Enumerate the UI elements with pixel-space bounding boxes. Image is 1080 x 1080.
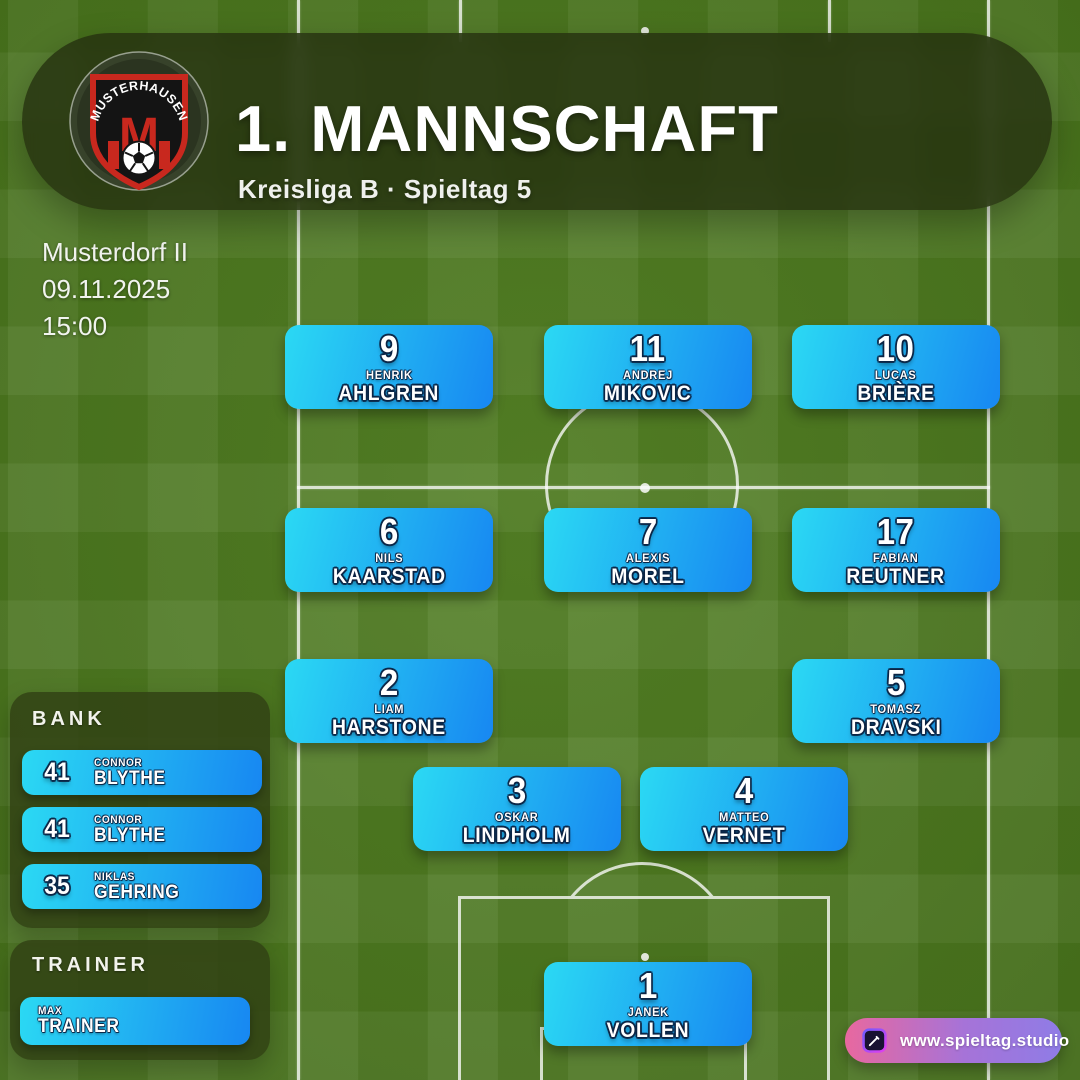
player-first-name: CONNOR (94, 813, 143, 826)
trainer-panel: TRAINER MAX TRAINER (10, 940, 270, 1060)
player-number: 5 (886, 661, 906, 703)
pen-icon (862, 1028, 887, 1053)
player-number: 10 (877, 327, 915, 369)
player-last-name: AHLGREN (338, 381, 440, 405)
player-number: 11 (630, 327, 666, 369)
player-first-name: LIAM (374, 701, 404, 716)
top-penalty-box-right-line (828, 0, 831, 42)
crest-right-bar (159, 141, 170, 169)
trainer-first-name: MAX (38, 1005, 63, 1017)
player-number: 3 (507, 769, 527, 811)
subtitle: Kreisliga B · Spieltag 5 (238, 174, 532, 204)
player-card: 4 MATTEO VERNET (640, 767, 848, 851)
watermark-badge[interactable]: www.spieltag.studio (845, 1018, 1069, 1063)
player-number: 9 (379, 327, 399, 369)
player-first-name: MATTEO (718, 809, 770, 824)
player-last-name: DRAVSKI (850, 715, 942, 739)
watermark-url: www.spieltag.studio (900, 1030, 1070, 1050)
player-number: 6 (379, 510, 399, 552)
player-number: 7 (638, 510, 658, 552)
player-last-name: BLYTHE (94, 767, 166, 789)
player-first-name: LUCAS (875, 367, 917, 382)
player-last-name: LINDHOLM (463, 823, 571, 847)
trainer-last-name: TRAINER (38, 1016, 120, 1037)
player-first-name: OSKAR (495, 809, 539, 824)
player-number: 4 (734, 769, 754, 811)
page-title: 1. MANNSCHAFT (235, 92, 779, 165)
penalty-box (458, 896, 830, 1080)
crest-left-bar (108, 141, 119, 169)
player-first-name: JANEK (627, 1004, 669, 1019)
player-card: 2 LIAM HARSTONE (285, 659, 493, 743)
trainer-card: MAX TRAINER (20, 997, 250, 1045)
soccer-ball-icon (121, 140, 157, 176)
match-time: 15:00 (42, 311, 108, 341)
player-last-name: KAARSTAD (332, 564, 446, 588)
player-last-name: HARSTONE (332, 715, 446, 739)
player-card: 10 LUCAS BRIÈRE (792, 325, 1000, 409)
player-first-name: ALEXIS (625, 550, 671, 565)
player-card: 5 TOMASZ DRAVSKI (792, 659, 1000, 743)
opponent: Musterdorf II (42, 237, 188, 267)
bench-card: 41 CONNOR BLYTHE (22, 807, 262, 852)
player-last-name: BLYTHE (94, 824, 166, 846)
player-last-name: MOREL (611, 564, 685, 588)
player-number: 35 (44, 872, 70, 900)
player-first-name: NILS (374, 550, 404, 565)
bench-card: 41 CONNOR BLYTHE (22, 750, 262, 795)
penalty-spot (641, 953, 649, 961)
player-card: 7 ALEXIS MOREL (544, 508, 752, 592)
player-last-name: REUTNER (846, 564, 946, 588)
center-spot (640, 483, 650, 493)
club-crest-logo: MUSTERHAUSEN M (69, 51, 209, 191)
bench-heading: BANK (32, 708, 106, 730)
top-penalty-spot (641, 27, 649, 35)
player-number: 41 (44, 758, 70, 786)
player-first-name: ANDREJ (623, 367, 673, 382)
player-number: 1 (638, 964, 658, 1006)
player-number: 2 (379, 661, 399, 703)
player-first-name: CONNOR (94, 756, 143, 769)
player-number: 41 (44, 815, 70, 843)
player-card: 6 NILS KAARSTAD (285, 508, 493, 592)
player-last-name: VOLLEN (606, 1018, 690, 1042)
player-card: 3 OSKAR LINDHOLM (413, 767, 621, 851)
player-last-name: VERNET (702, 823, 786, 847)
player-first-name: TOMASZ (870, 701, 922, 716)
player-first-name: FABIAN (873, 550, 919, 565)
match-info: Musterdorf II 09.11.2025 15:00 (42, 234, 188, 345)
bench-card: 35 NIKLAS GEHRING (22, 864, 262, 909)
player-card: 11 ANDREJ MIKOVIC (544, 325, 752, 409)
trainer-heading: TRAINER (32, 954, 149, 976)
penalty-arc (550, 862, 740, 896)
header-banner: MUSTERHAUSEN M 1. MANNSCHAFT Kreisliga B… (22, 33, 1052, 210)
player-number: 17 (877, 510, 915, 552)
top-penalty-box-left-line (459, 0, 462, 42)
player-last-name: MIKOVIC (604, 381, 692, 405)
player-last-name: GEHRING (94, 881, 180, 903)
player-last-name: BRIÈRE (857, 381, 935, 405)
player-card: 1 JANEK VOLLEN (544, 962, 752, 1046)
player-first-name: HENRIK (365, 367, 413, 382)
player-card: 17 FABIAN REUTNER (792, 508, 1000, 592)
player-card: 9 HENRIK AHLGREN (285, 325, 493, 409)
player-first-name: NIKLAS (94, 870, 135, 883)
match-date: 09.11.2025 (42, 274, 171, 304)
bench-panel: BANK 41 CONNOR BLYTHE 41 CONNOR BLYTHE 3… (10, 692, 270, 928)
